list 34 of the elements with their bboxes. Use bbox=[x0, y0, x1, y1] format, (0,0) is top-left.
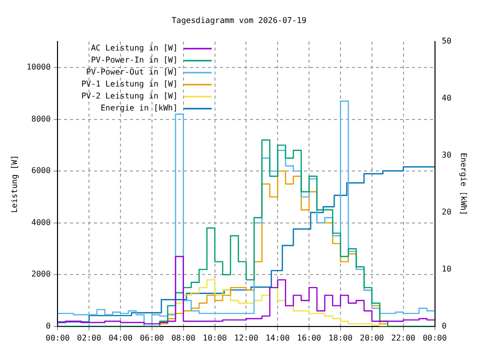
x-tick-label: 12:00 bbox=[234, 333, 258, 342]
x-tick-label: 00:00 bbox=[422, 333, 447, 342]
y2-tick-label: 30 bbox=[442, 150, 452, 160]
y-axis-title: Leistung [W] bbox=[10, 155, 19, 213]
y2-tick-label: 40 bbox=[442, 94, 452, 103]
y2-tick-label: 50 bbox=[442, 36, 452, 46]
y2-tick-label: 0 bbox=[442, 321, 447, 330]
legend-label: PV-2 Leistung in [W] bbox=[81, 92, 178, 101]
y-tick-label: 0 bbox=[46, 321, 51, 330]
y-tick-label: 8000 bbox=[31, 114, 51, 124]
x-tick-label: 18:00 bbox=[328, 333, 353, 342]
legend-label: PV-1 Leistung in [W] bbox=[81, 80, 178, 89]
y-tick-label: 4000 bbox=[31, 218, 51, 227]
legend-label: PV-Power-In in [W] bbox=[90, 56, 178, 65]
legend-label: AC Leistung in [W] bbox=[90, 44, 178, 53]
legend-label: Energie in [kWh] bbox=[100, 104, 178, 113]
x-tick-label: 06:00 bbox=[140, 333, 164, 342]
x-tick-label: 04:00 bbox=[108, 333, 133, 342]
y-tick-label: 2000 bbox=[31, 270, 51, 279]
y-tick-label: 10000 bbox=[26, 62, 51, 72]
x-tick-label: 20:00 bbox=[360, 333, 384, 342]
x-tick-label: 22:00 bbox=[391, 333, 416, 342]
x-tick-label: 02:00 bbox=[77, 333, 102, 342]
x-tick-label: 16:00 bbox=[297, 333, 322, 342]
y-tick-label: 6000 bbox=[31, 166, 51, 176]
y2-tick-label: 10 bbox=[442, 264, 452, 274]
chart-title: Tagesdiagramm vom 2026-07-19 bbox=[172, 16, 307, 25]
x-tick-label: 14:00 bbox=[266, 333, 290, 342]
legend-label: PV-Power-Out in [W] bbox=[86, 68, 178, 77]
y2-tick-label: 20 bbox=[442, 208, 452, 217]
x-tick-label: 08:00 bbox=[171, 333, 196, 342]
y2-axis-title: Energie [kWh] bbox=[459, 152, 468, 216]
x-tick-label: 10:00 bbox=[202, 333, 228, 342]
x-tick-label: 00:00 bbox=[46, 333, 70, 342]
